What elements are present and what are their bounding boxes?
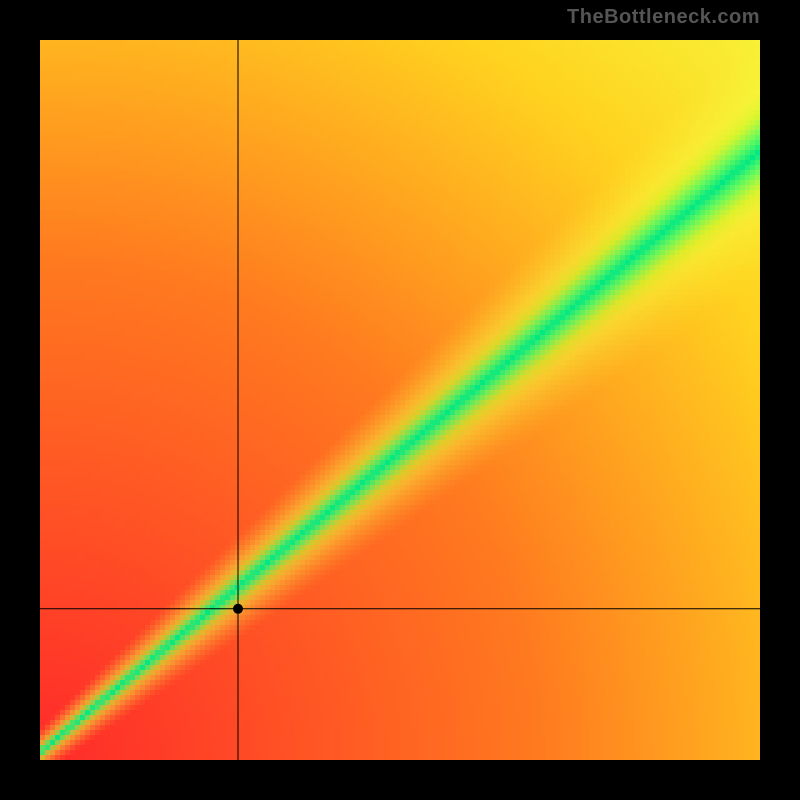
heatmap-canvas bbox=[40, 40, 760, 760]
watermark-text: TheBottleneck.com bbox=[567, 6, 760, 29]
bottleneck-heatmap bbox=[40, 40, 760, 760]
chart-container: TheBottleneck.com bbox=[0, 0, 800, 800]
